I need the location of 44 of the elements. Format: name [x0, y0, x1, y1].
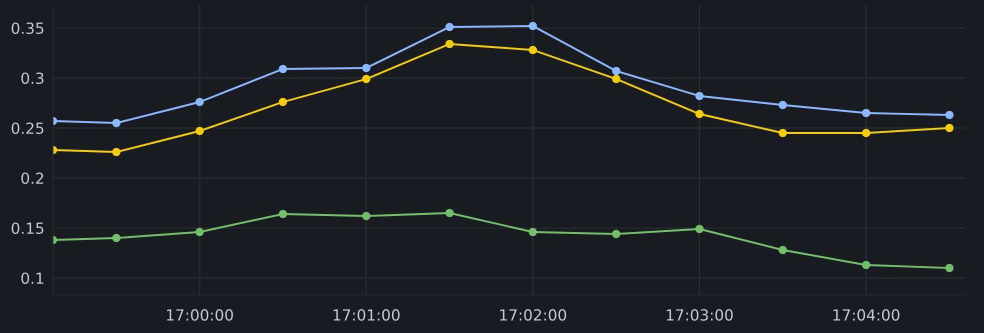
point: [362, 212, 370, 220]
point: [362, 74, 370, 84]
point: [195, 98, 204, 106]
point: [695, 224, 704, 234]
point: [362, 64, 370, 72]
point: [862, 260, 870, 270]
point: [528, 46, 538, 54]
point: [195, 126, 204, 136]
y-tick-label: 0.2: [21, 172, 44, 184]
point: [945, 110, 954, 120]
point: [445, 208, 454, 218]
point: [695, 110, 704, 118]
y-tick-label: 0.15: [12, 222, 44, 234]
point: [112, 148, 121, 156]
point: [778, 128, 787, 138]
x-tick-label: 17:01:00: [334, 309, 400, 321]
point: [278, 64, 288, 74]
y-tick-label: 0.3: [21, 72, 44, 84]
point: [445, 22, 454, 32]
point: [112, 234, 121, 242]
x-tick-label: 17:03:00: [666, 309, 733, 321]
point: [612, 66, 620, 76]
x-tick-label: 17:02:00: [500, 309, 566, 321]
point: [778, 100, 787, 110]
y-tick-label: 0.25: [12, 122, 44, 134]
point: [278, 210, 288, 218]
point: [862, 108, 870, 118]
point: [528, 22, 538, 30]
y-tick-label: 0.35: [12, 22, 44, 34]
point: [612, 230, 620, 238]
point: [945, 264, 954, 272]
point: [445, 40, 454, 48]
point: [945, 124, 954, 132]
x-tick-label: 17:00:00: [167, 309, 233, 321]
x-tick-label: 17:04:00: [834, 309, 900, 321]
y-tick-label: 0.1: [21, 272, 44, 284]
point: [195, 228, 204, 236]
point: [862, 128, 870, 138]
point: [695, 92, 704, 100]
point: [112, 118, 121, 128]
point: [612, 74, 620, 84]
point: [528, 228, 538, 236]
point: [278, 98, 288, 106]
point: [778, 246, 787, 254]
